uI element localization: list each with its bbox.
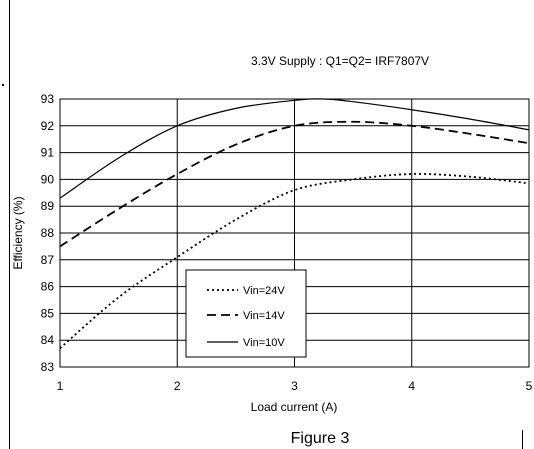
y-tick-label: 91 (41, 146, 55, 160)
page-mark (2, 84, 4, 86)
y-tick-label: 92 (41, 119, 55, 133)
x-axis-label: Load current (A) (251, 400, 338, 414)
plot-area (59, 98, 530, 368)
y-tick-labels: 83 84 85 86 87 88 89 90 91 92 93 (41, 92, 55, 374)
legend: Vin=24V Vin=14V Vin=10V (185, 269, 307, 358)
x-tick-label: 1 (57, 379, 64, 393)
y-tick-label: 89 (41, 199, 55, 213)
y-tick-label: 84 (41, 333, 55, 347)
y-tick-label: 93 (41, 92, 55, 106)
legend-label: Vin=24V (243, 285, 285, 297)
y-tick-label: 83 (41, 360, 55, 374)
x-tick-label: 4 (408, 379, 415, 393)
series-lines (59, 98, 530, 349)
page-margin-line (9, 0, 10, 449)
y-tick-label: 90 (41, 172, 55, 186)
x-tick-label: 3 (291, 379, 298, 393)
chart-title: 3.3V Supply : Q1=Q2= IRF7807V (251, 54, 429, 68)
x-tick-labels: 1 2 3 4 5 (57, 379, 533, 393)
x-tick-label: 5 (526, 379, 533, 393)
y-axis-label: Efficiency (%) (11, 196, 25, 269)
y-tick-label: 88 (41, 226, 55, 240)
y-tick-label: 86 (41, 280, 55, 294)
legend-box (185, 269, 307, 358)
series-line-vin-14v (59, 120, 530, 248)
y-tick-label: 85 (41, 306, 55, 320)
legend-label: Vin=14V (243, 310, 285, 322)
series-line-vin-10v (59, 98, 530, 199)
x-tick-label: 2 (174, 379, 181, 393)
legend-label: Vin=10V (243, 337, 285, 349)
y-tick-label: 87 (41, 253, 55, 267)
figure-caption: Figure 3 (291, 430, 350, 447)
page-margin-line-right (522, 430, 523, 449)
